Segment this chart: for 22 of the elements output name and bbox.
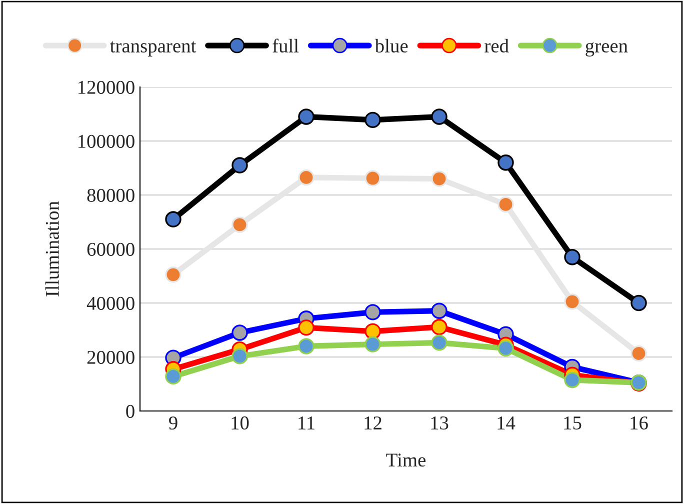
y-tick-label: 20000 xyxy=(87,350,134,364)
legend-label: full xyxy=(272,38,299,53)
y-tick-label: 40000 xyxy=(86,296,134,310)
legend-label: blue xyxy=(374,38,408,53)
x-axis-title: Time xyxy=(386,454,426,467)
legend-label: transparent xyxy=(110,41,196,56)
x-tick-label: 10 xyxy=(232,416,249,430)
legend-label: red xyxy=(484,38,509,53)
y-tick-label: 100000 xyxy=(78,134,134,148)
y-axis-title: Illumination xyxy=(45,201,59,296)
x-tick-label: 14 xyxy=(498,416,516,430)
x-tick-label: 15 xyxy=(564,416,582,430)
x-tick-label: 12 xyxy=(364,416,382,430)
x-tick-label: 11 xyxy=(298,416,314,430)
legend-label: green xyxy=(586,42,628,57)
y-tick-label: 120000 xyxy=(78,80,134,94)
x-tick-label: 13 xyxy=(431,416,448,430)
y-tick-label: 0 xyxy=(126,404,134,418)
x-tick-label: 16 xyxy=(630,416,648,430)
x-tick-label: 9 xyxy=(169,416,178,430)
y-tick-label: 80000 xyxy=(87,188,134,202)
y-tick-label: 60000 xyxy=(87,242,134,256)
